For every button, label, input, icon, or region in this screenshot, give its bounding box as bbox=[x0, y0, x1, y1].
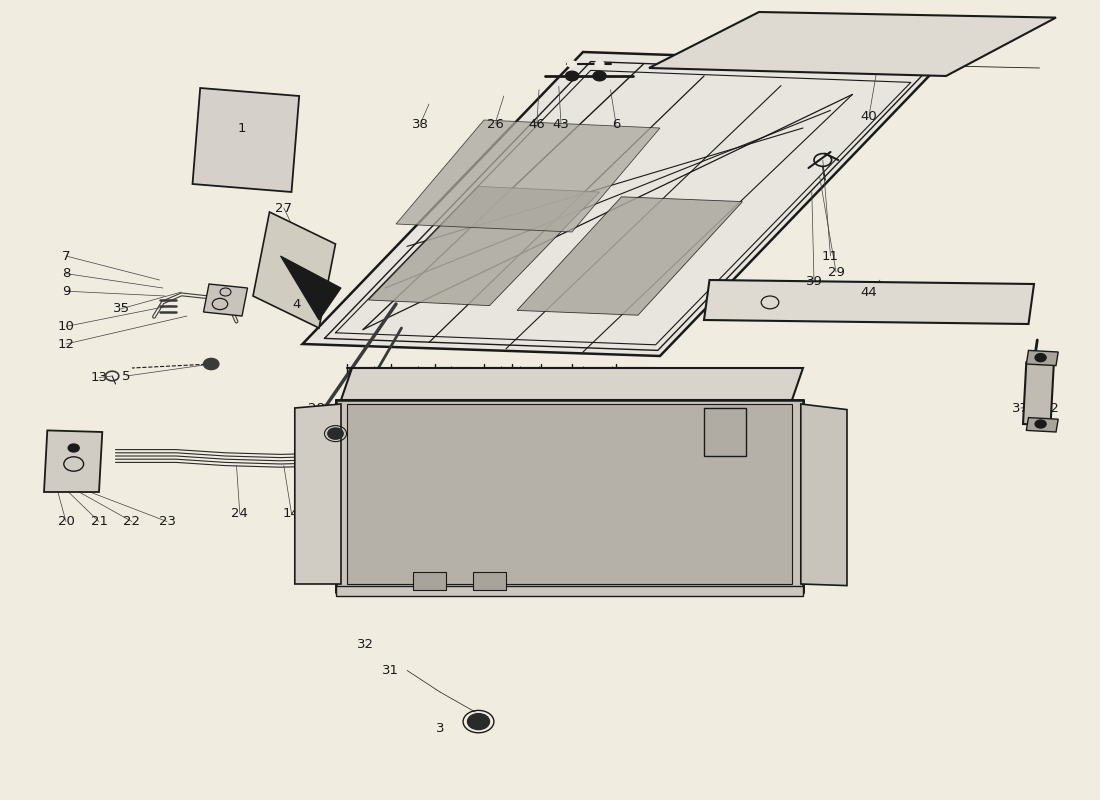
Text: 35: 35 bbox=[112, 302, 130, 315]
Text: 34: 34 bbox=[574, 370, 592, 382]
Polygon shape bbox=[368, 186, 600, 306]
Polygon shape bbox=[1026, 418, 1058, 432]
Text: 33: 33 bbox=[409, 370, 427, 382]
Text: 38: 38 bbox=[411, 118, 429, 130]
Circle shape bbox=[593, 71, 606, 81]
Text: 8: 8 bbox=[62, 267, 70, 280]
Text: 44: 44 bbox=[860, 286, 878, 298]
Polygon shape bbox=[280, 256, 341, 320]
Text: 10: 10 bbox=[57, 320, 75, 333]
Text: 20: 20 bbox=[57, 515, 75, 528]
Text: 17: 17 bbox=[365, 370, 383, 382]
Bar bbox=[412, 572, 446, 590]
Text: 13: 13 bbox=[90, 371, 108, 384]
Text: 32: 32 bbox=[356, 638, 374, 650]
Polygon shape bbox=[1026, 350, 1058, 366]
Circle shape bbox=[565, 71, 579, 81]
Circle shape bbox=[568, 61, 576, 67]
Text: 19: 19 bbox=[321, 421, 339, 434]
Polygon shape bbox=[346, 404, 792, 584]
Text: 2: 2 bbox=[331, 442, 340, 454]
Polygon shape bbox=[1023, 362, 1054, 426]
Text: 27: 27 bbox=[275, 202, 293, 214]
Text: 25: 25 bbox=[512, 370, 529, 382]
Polygon shape bbox=[336, 400, 803, 592]
Polygon shape bbox=[704, 280, 1034, 324]
Text: 29: 29 bbox=[827, 266, 845, 278]
Polygon shape bbox=[314, 414, 363, 436]
Polygon shape bbox=[253, 212, 336, 328]
Text: 42: 42 bbox=[1042, 402, 1059, 414]
Text: 3: 3 bbox=[436, 722, 444, 734]
Text: 14: 14 bbox=[283, 507, 300, 520]
Text: 39: 39 bbox=[805, 275, 823, 288]
Text: 16: 16 bbox=[530, 370, 548, 382]
Circle shape bbox=[1035, 354, 1046, 362]
Text: 18: 18 bbox=[442, 370, 460, 382]
Text: 1: 1 bbox=[238, 122, 246, 134]
Text: 24: 24 bbox=[231, 507, 249, 520]
Polygon shape bbox=[336, 586, 803, 596]
Polygon shape bbox=[649, 12, 1056, 76]
Text: 12: 12 bbox=[57, 338, 75, 350]
Polygon shape bbox=[295, 404, 341, 584]
Polygon shape bbox=[192, 88, 299, 192]
Polygon shape bbox=[704, 408, 746, 456]
Polygon shape bbox=[204, 284, 248, 316]
Polygon shape bbox=[396, 120, 660, 232]
Text: 7: 7 bbox=[62, 250, 70, 262]
Text: 28: 28 bbox=[308, 402, 326, 414]
Text: 37: 37 bbox=[1012, 402, 1030, 414]
Polygon shape bbox=[339, 424, 376, 448]
Text: 43: 43 bbox=[552, 118, 570, 130]
Text: 40: 40 bbox=[860, 110, 878, 122]
Text: 22: 22 bbox=[123, 515, 141, 528]
Text: 4: 4 bbox=[293, 298, 301, 310]
Text: 45: 45 bbox=[730, 435, 748, 448]
Text: 46: 46 bbox=[528, 118, 546, 130]
Polygon shape bbox=[801, 404, 847, 586]
Circle shape bbox=[328, 428, 343, 439]
Text: 15: 15 bbox=[492, 370, 509, 382]
Polygon shape bbox=[341, 368, 803, 400]
Circle shape bbox=[595, 61, 604, 67]
Circle shape bbox=[1035, 420, 1046, 428]
Text: 23: 23 bbox=[158, 515, 176, 528]
Text: 30: 30 bbox=[704, 435, 722, 448]
Circle shape bbox=[468, 714, 490, 730]
Polygon shape bbox=[302, 52, 940, 356]
Text: 11: 11 bbox=[822, 250, 839, 262]
Circle shape bbox=[204, 358, 219, 370]
Circle shape bbox=[68, 444, 79, 452]
Polygon shape bbox=[517, 197, 743, 315]
Text: 26: 26 bbox=[486, 118, 504, 130]
Polygon shape bbox=[44, 430, 102, 492]
Text: 5: 5 bbox=[122, 370, 131, 382]
Text: 36: 36 bbox=[759, 435, 777, 448]
Text: 6: 6 bbox=[612, 118, 620, 130]
Text: 9: 9 bbox=[62, 285, 70, 298]
Text: 41: 41 bbox=[603, 370, 620, 382]
Bar bbox=[473, 572, 506, 590]
Text: 21: 21 bbox=[90, 515, 108, 528]
Text: 31: 31 bbox=[382, 664, 399, 677]
